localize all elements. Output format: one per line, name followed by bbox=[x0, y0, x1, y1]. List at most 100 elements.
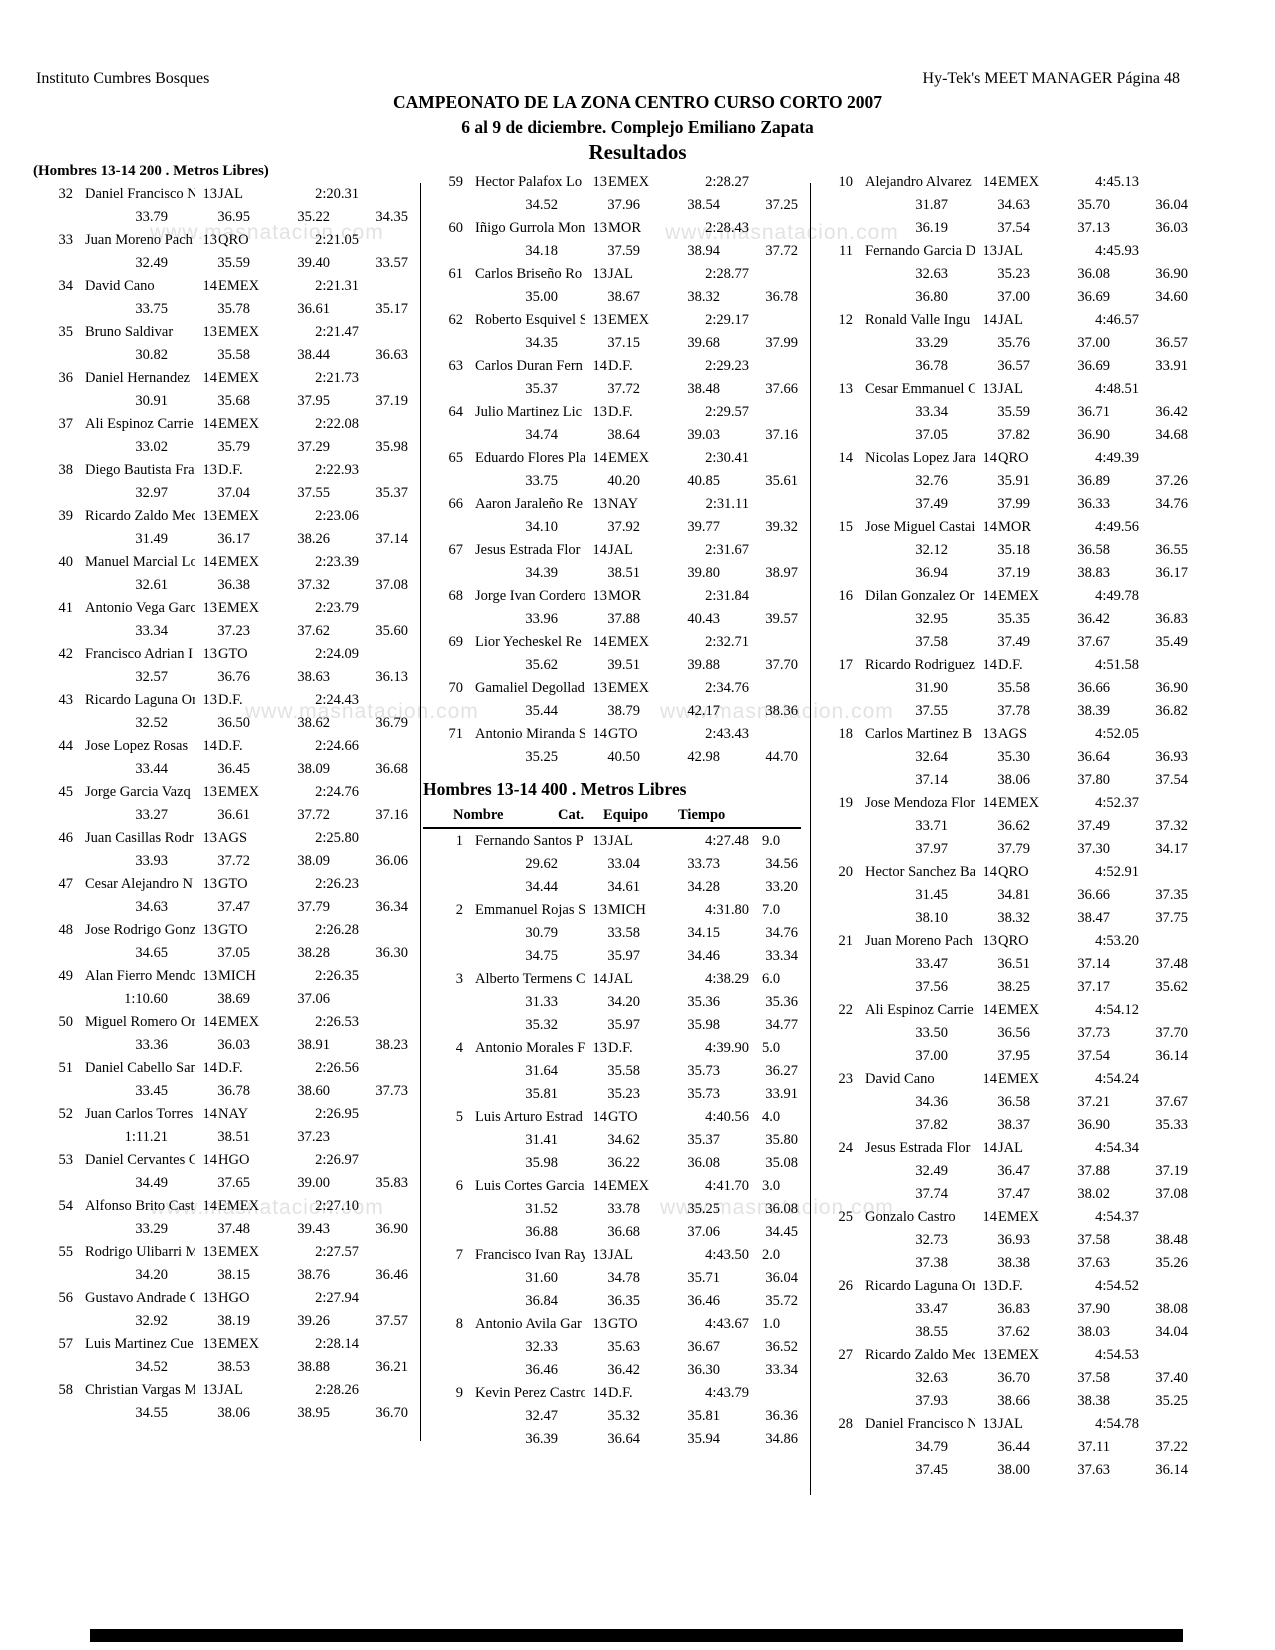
final-time: 2:20.31 bbox=[315, 186, 359, 202]
age-category: 14 bbox=[982, 588, 998, 604]
final-time: 2:25.80 bbox=[315, 830, 359, 846]
split-time: 31.87 bbox=[915, 197, 948, 213]
split-time: 38.53 bbox=[217, 1359, 250, 1375]
final-time: 4:54.52 bbox=[1095, 1278, 1139, 1294]
final-time: 2:30.41 bbox=[705, 450, 749, 466]
split-time: 37.58 bbox=[1077, 1232, 1110, 1248]
split-time: 36.68 bbox=[607, 1224, 640, 1240]
split-time: 42.17 bbox=[687, 703, 720, 719]
split-time: 37.47 bbox=[997, 1186, 1030, 1202]
header-nombre: Nombre bbox=[453, 807, 504, 823]
split-time: 36.83 bbox=[997, 1301, 1030, 1317]
split-time: 38.91 bbox=[297, 1037, 330, 1053]
points-value: 2.0 bbox=[762, 1247, 781, 1263]
gap bbox=[853, 723, 863, 746]
split-times-row: 36.88 36.68 37.06 34.45 bbox=[423, 1221, 801, 1244]
split-times-row: 38.10 38.32 38.47 37.75 bbox=[813, 907, 1191, 930]
team-code: EMEX bbox=[218, 600, 260, 616]
split-time: 37.66 bbox=[765, 381, 798, 397]
swimmer-name: Daniel Cervantes C bbox=[85, 1152, 195, 1168]
split-times-row: 34.35 37.15 39.68 37.99 bbox=[423, 332, 801, 355]
age-category: 13 bbox=[982, 726, 998, 742]
team-code: GTO bbox=[218, 876, 248, 892]
team-code: AGS bbox=[218, 830, 248, 846]
team-code: JAL bbox=[998, 1416, 1023, 1432]
gap bbox=[73, 1057, 83, 1080]
points-value bbox=[359, 873, 411, 896]
age-category: 14 bbox=[982, 1209, 998, 1225]
final-time: 2:28.77 bbox=[705, 266, 749, 282]
split-time: 37.05 bbox=[915, 427, 948, 443]
split-time: 37.30 bbox=[1077, 841, 1110, 857]
age-category: 13 bbox=[982, 933, 998, 949]
split-time: 35.25 bbox=[687, 1201, 720, 1217]
swimmer-name: Daniel Francisco N bbox=[85, 186, 195, 202]
split-time: 38.23 bbox=[375, 1037, 408, 1053]
result-main-row: 33 Juan Moreno Pach 13 QRO 2:21.05 bbox=[33, 229, 411, 252]
place-number: 61 bbox=[448, 266, 464, 282]
age-category: 14 bbox=[982, 1140, 998, 1156]
points-value bbox=[1139, 309, 1191, 332]
split-time: 38.38 bbox=[1077, 1393, 1110, 1409]
final-time: 2:21.73 bbox=[315, 370, 359, 386]
split-times-row: 33.75 35.78 36.61 35.17 bbox=[33, 298, 411, 321]
split-times-row: 1:10.60 38.69 37.06 bbox=[33, 988, 411, 1011]
points-value bbox=[359, 275, 411, 298]
age-category: 14 bbox=[202, 738, 218, 754]
final-time: 2:28.26 bbox=[315, 1382, 359, 1398]
split-time: 39.40 bbox=[297, 255, 330, 271]
age-category: 13 bbox=[592, 680, 608, 696]
result-main-row: 13 Cesar Emmanuel C 13 JAL 4:48.51 bbox=[813, 378, 1191, 401]
age-category: 13 bbox=[592, 588, 608, 604]
points-value bbox=[749, 309, 801, 332]
result-main-row: 21 Juan Moreno Pach 13 QRO 4:53.20 bbox=[813, 930, 1191, 953]
place-number: 47 bbox=[58, 876, 74, 892]
split-time: 37.67 bbox=[1077, 634, 1110, 650]
result-main-row: 7 Francisco Ivan Ray 13 JAL 4:43.50 2.0 bbox=[423, 1244, 801, 1267]
split-time: 36.45 bbox=[217, 761, 250, 777]
result-entry-400m: 24 Jesus Estrada Flor 14 JAL 4:54.34 32.49 36.… bbox=[813, 1137, 1191, 1206]
gap bbox=[463, 1313, 473, 1336]
points-value bbox=[749, 171, 801, 194]
points-value bbox=[1139, 1413, 1191, 1436]
split-time: 37.58 bbox=[915, 634, 948, 650]
place-number: 5 bbox=[455, 1109, 463, 1125]
split-time: 37.54 bbox=[1155, 772, 1188, 788]
result-main-row: 60 Iñigo Gurrola Mon 13 MOR 2:28.43 bbox=[423, 217, 801, 240]
age-category: 14 bbox=[592, 971, 608, 987]
final-time: 2:26.23 bbox=[315, 876, 359, 892]
final-time: 4:27.48 bbox=[705, 833, 749, 849]
team-code: NAY bbox=[608, 496, 639, 512]
split-times-row: 36.80 37.00 36.69 34.60 bbox=[813, 286, 1191, 309]
place-number: 35 bbox=[58, 324, 74, 340]
result-main-row: 19 Jose Mendoza Flor 14 EMEX 4:52.37 bbox=[813, 792, 1191, 815]
split-time: 34.18 bbox=[525, 243, 558, 259]
place-number: 39 bbox=[58, 508, 74, 524]
split-time: 37.55 bbox=[297, 485, 330, 501]
split-time: 36.93 bbox=[997, 1232, 1030, 1248]
split-time: 35.72 bbox=[765, 1293, 798, 1309]
split-time: 34.52 bbox=[135, 1359, 168, 1375]
place-number: 64 bbox=[448, 404, 464, 420]
place-number: 8 bbox=[455, 1316, 463, 1332]
split-time: 38.26 bbox=[297, 531, 330, 547]
split-time: 37.49 bbox=[915, 496, 948, 512]
split-time: 37.40 bbox=[1155, 1370, 1188, 1386]
place-number: 49 bbox=[58, 968, 74, 984]
split-time: 36.47 bbox=[997, 1163, 1030, 1179]
place-number: 68 bbox=[448, 588, 464, 604]
gap bbox=[853, 309, 863, 332]
place-number: 51 bbox=[58, 1060, 74, 1076]
split-time: 34.35 bbox=[375, 209, 408, 225]
split-time: 34.46 bbox=[687, 948, 720, 964]
swimmer-name: Jorge Ivan Cordero bbox=[475, 588, 585, 604]
split-time: 38.02 bbox=[1077, 1186, 1110, 1202]
split-time: 32.64 bbox=[915, 749, 948, 765]
team-code: QRO bbox=[998, 933, 1029, 949]
split-time: 36.08 bbox=[687, 1155, 720, 1171]
split-time: 35.37 bbox=[375, 485, 408, 501]
split-time: 37.58 bbox=[1077, 1370, 1110, 1386]
split-time: 37.14 bbox=[915, 772, 948, 788]
final-time: 2:27.57 bbox=[315, 1244, 359, 1260]
points-value bbox=[359, 413, 411, 436]
